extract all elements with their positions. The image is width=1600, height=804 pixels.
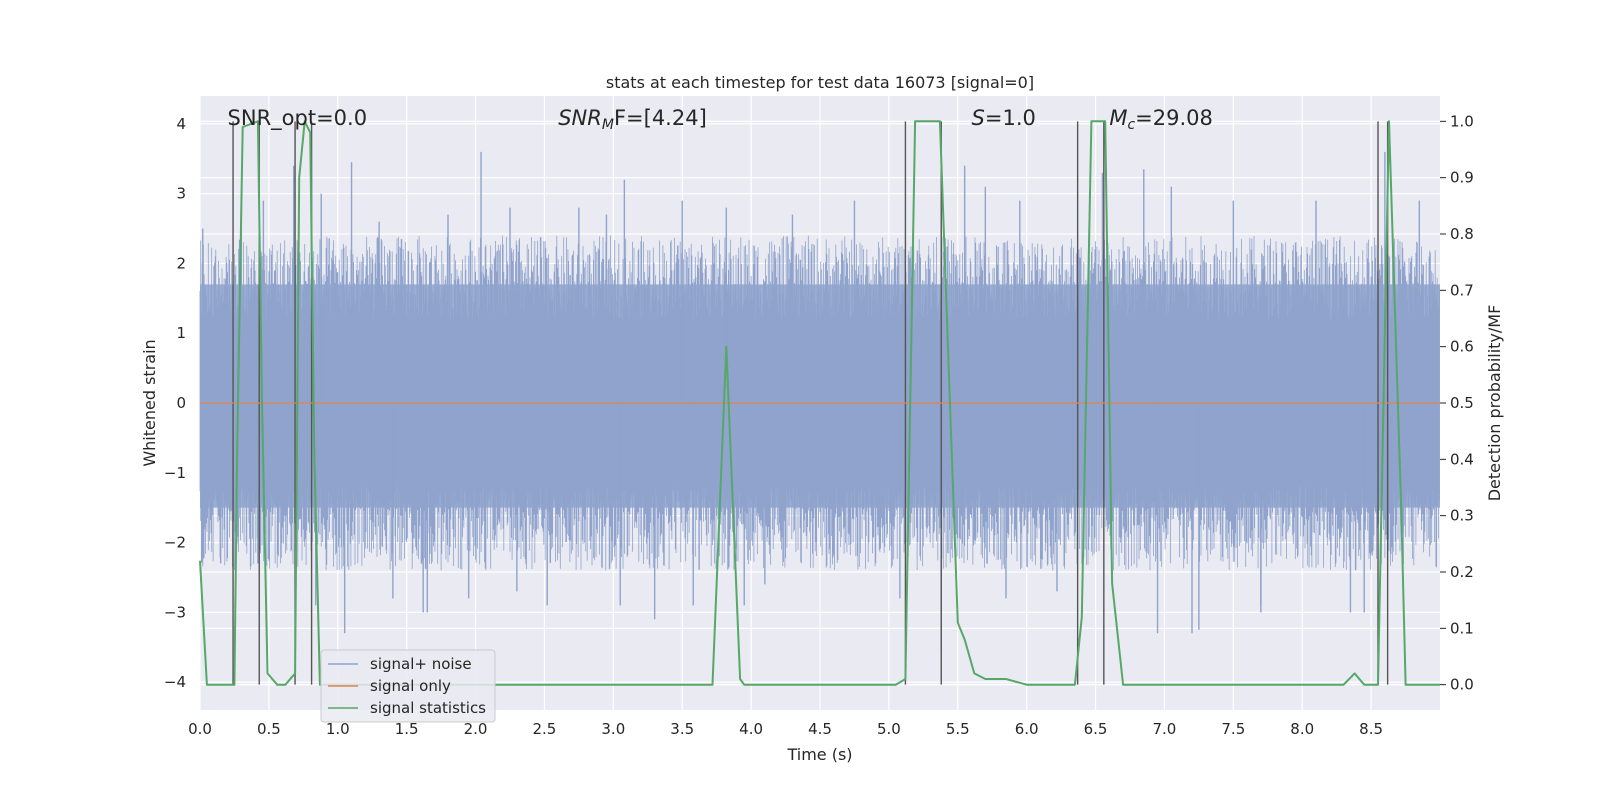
x-tick-label: 0.5 xyxy=(257,720,281,738)
y-axis-label-right: Detection probability/MF xyxy=(1485,305,1504,502)
signal-statistics-line xyxy=(199,120,1440,686)
x-tick-label: 5.0 xyxy=(877,720,901,738)
tick-labels: 0.0 0.5 1.0 1.5 2.0 2.5 3.0 3.5 4.0 4.5 5.0 5.5 6.0 6… xyxy=(164,112,1474,738)
y-left-tick-label: −2 xyxy=(164,534,186,552)
y-left-tick-label: 2 xyxy=(176,254,186,272)
y-right-tick-label: 0.0 xyxy=(1450,676,1474,694)
y-right-tick-label: 0.7 xyxy=(1450,281,1474,299)
y-left-tick-label: −1 xyxy=(164,464,186,482)
y-right-tick-label: 0.6 xyxy=(1450,338,1474,356)
x-tick-label: 4.0 xyxy=(739,720,763,738)
x-tick-label: 6.0 xyxy=(1015,720,1039,738)
line-series xyxy=(199,120,1440,686)
x-axis-label: Time (s) xyxy=(786,745,852,764)
x-tick-label: 8.5 xyxy=(1359,720,1383,738)
chart-title: stats at each timestep for test data 160… xyxy=(606,73,1034,92)
legend-label-signal-noise: signal+ noise xyxy=(370,655,472,673)
y-right-tick-label: 0.3 xyxy=(1450,507,1474,525)
x-tick-label: 8.0 xyxy=(1290,720,1314,738)
x-tick-label: 7.5 xyxy=(1221,720,1245,738)
legend-label-signal-statistics: signal statistics xyxy=(370,699,486,717)
annotation: Mc=29.08 xyxy=(1109,106,1213,133)
y-right-tick-label: 0.9 xyxy=(1450,169,1474,187)
annotations: SNR_opt=0.0 SNRMF=[4.24] S=1.0 Mc=29.08 xyxy=(228,106,1213,133)
x-tick-label: 2.5 xyxy=(533,720,557,738)
x-tick-label: 6.5 xyxy=(1084,720,1108,738)
legend-label-signal-only: signal only xyxy=(370,677,451,695)
legend: signal+ noise signal only signal statist… xyxy=(320,649,496,723)
legend-box xyxy=(320,649,496,723)
y-right-tick-label: 0.4 xyxy=(1450,450,1474,468)
noise-series xyxy=(199,151,1440,651)
y-right-tick-label: 0.8 xyxy=(1450,225,1474,243)
y-left-tick-label: 0 xyxy=(176,394,186,412)
x-tick-label: 1.5 xyxy=(395,720,419,738)
x-tick-label: 3.0 xyxy=(601,720,625,738)
y-left-tick-label: −3 xyxy=(164,603,186,621)
annotation: S=1.0 xyxy=(972,106,1036,130)
y-right-tick-label: 0.1 xyxy=(1450,619,1474,637)
x-tick-label: 1.0 xyxy=(326,720,350,738)
x-tick-label: 2.0 xyxy=(464,720,488,738)
y-right-tick-label: 1.0 xyxy=(1450,112,1474,130)
y-left-tick-label: 4 xyxy=(176,115,186,133)
y-left-tick-label: −4 xyxy=(164,673,186,691)
x-tick-label: 3.5 xyxy=(670,720,694,738)
y-right-tick-label: 0.5 xyxy=(1450,394,1474,412)
y-axis-label-left: Whitened strain xyxy=(140,339,159,466)
x-tick-label: 0.0 xyxy=(188,720,212,738)
annotation: SNR_opt=0.0 xyxy=(228,106,368,131)
x-tick-label: 7.0 xyxy=(1153,720,1177,738)
y-right-tick-label: 0.2 xyxy=(1450,563,1474,581)
y-left-tick-label: 1 xyxy=(176,324,186,342)
annotation: SNRMF=[4.24] xyxy=(558,106,707,133)
x-tick-label: 5.5 xyxy=(946,720,970,738)
noise-fill xyxy=(199,235,1440,571)
y-left-tick-label: 3 xyxy=(176,185,186,203)
x-tick-label: 4.5 xyxy=(808,720,832,738)
